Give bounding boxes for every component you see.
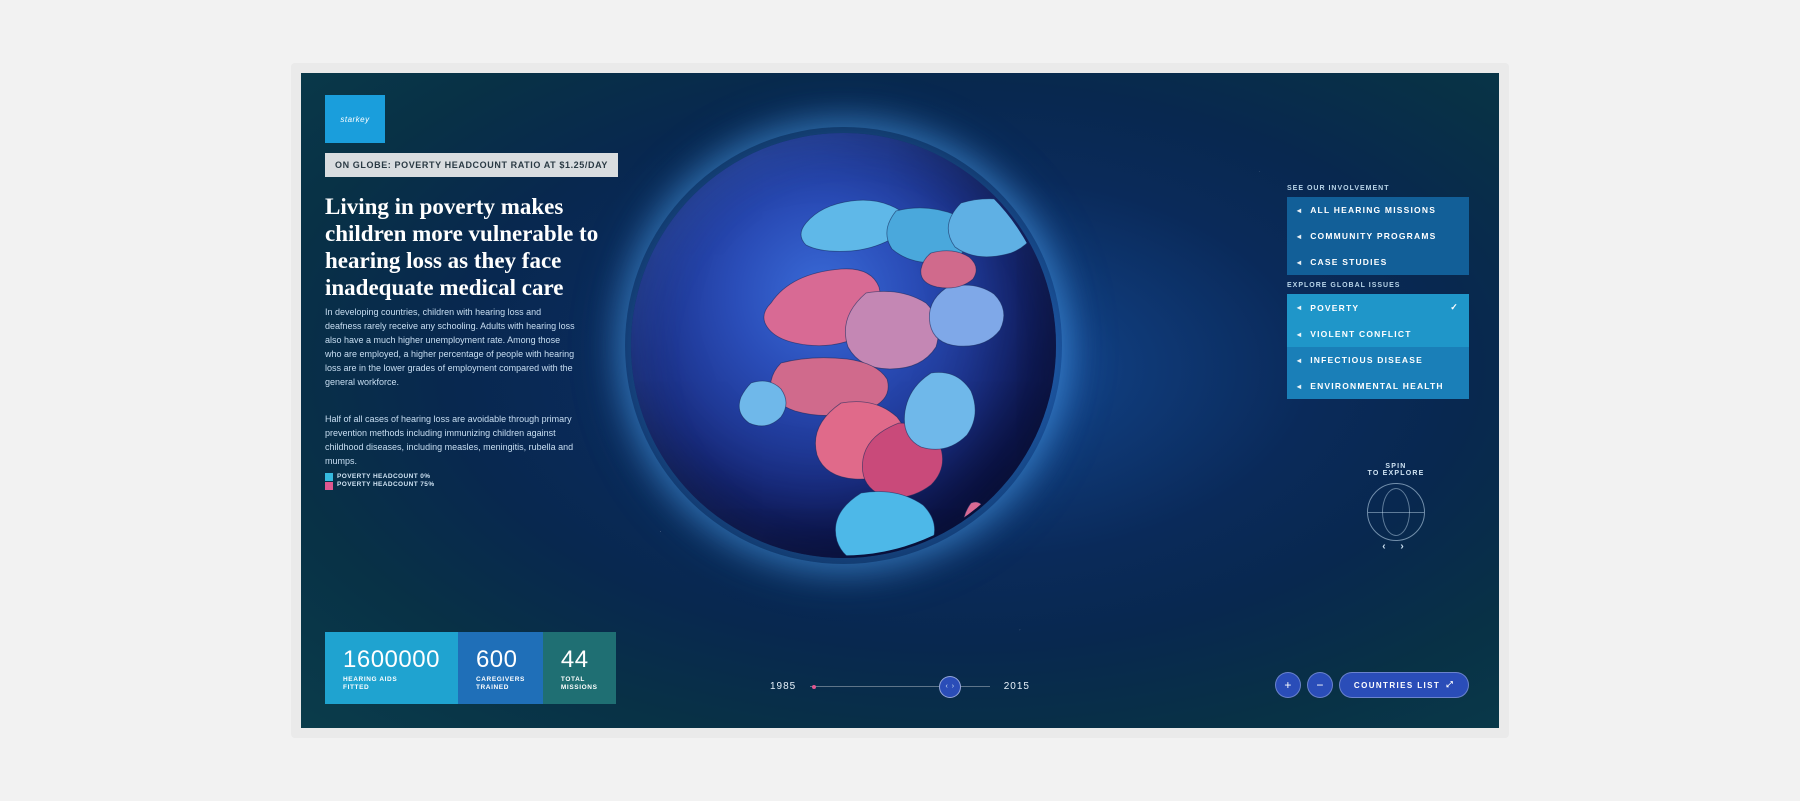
nav-button-label: ALL HEARING MISSIONS: [1310, 205, 1436, 215]
zoom-out-button[interactable]: −: [1307, 672, 1333, 698]
globe-region-madagascar[interactable]: [963, 502, 986, 546]
stat-label: TOTAL MISSIONS: [561, 676, 598, 692]
globe-region-east-africa[interactable]: [904, 372, 975, 449]
legend-label-high: POVERTY HEADCOUNT 75%: [337, 481, 435, 489]
nav-button-label: VIOLENT CONFLICT: [1310, 329, 1411, 339]
brand-logo[interactable]: starkey: [325, 95, 385, 143]
globe-legend: POVERTY HEADCOUNT 0% POVERTY HEADCOUNT 7…: [325, 473, 435, 490]
caret-left-icon: ◂: [1297, 382, 1302, 391]
globe-metric-chip: ON GLOBE: POVERTY HEADCOUNT RATIO AT $1.…: [325, 153, 618, 177]
globe-region-russia-west[interactable]: [948, 199, 1041, 257]
caret-left-icon: ◂: [1297, 258, 1302, 267]
globe-region-north-africa2[interactable]: [845, 291, 938, 369]
caret-left-icon: ◂: [1297, 232, 1302, 241]
timeline-end-year: 2015: [1004, 681, 1030, 692]
nav-involvement-community-programs[interactable]: ◂ COMMUNITY PROGRAMS: [1287, 223, 1469, 249]
legend-row-high: POVERTY HEADCOUNT 75%: [325, 481, 435, 489]
nav-button-label: CASE STUDIES: [1310, 257, 1387, 267]
countries-list-button[interactable]: COUNTRIES LIST ⤢: [1339, 672, 1469, 698]
nav-involvement-all-hearing-missions[interactable]: ◂ ALL HEARING MISSIONS: [1287, 197, 1469, 223]
nav-issue-violent-conflict[interactable]: ◂ VIOLENT CONFLICT: [1287, 321, 1469, 347]
stat-card-2: 600 CAREGIVERS TRAINED: [458, 632, 543, 704]
legend-row-low: POVERTY HEADCOUNT 0%: [325, 473, 435, 481]
nav-issue-environmental-health[interactable]: ◂ ENVIRONMENTAL HEALTH: [1287, 373, 1469, 399]
legend-swatch-high: [325, 482, 333, 490]
body-paragraph-2: Half of all cases of hearing loss are av…: [325, 413, 575, 469]
caret-left-icon: ◂: [1297, 330, 1302, 339]
right-nav-panel: SEE OUR INVOLVEMENT ◂ ALL HEARING MISSION…: [1287, 181, 1469, 399]
spin-label-1: SPIN: [1351, 463, 1441, 470]
legend-label-low: POVERTY HEADCOUNT 0%: [337, 473, 430, 481]
globe-region-south-africa[interactable]: [835, 492, 934, 559]
globe-region-west-afr-coast[interactable]: [739, 381, 786, 426]
brand-logo-text: starkey: [340, 115, 369, 124]
stat-card-3: 44 TOTAL MISSIONS: [543, 632, 616, 704]
legend-swatch-low: [325, 473, 333, 481]
stat-value: 44: [561, 646, 598, 674]
stat-value: 1600000: [343, 646, 440, 674]
globe-countries-svg: [631, 133, 1056, 558]
timeline-handle[interactable]: ‹ ›: [939, 676, 961, 698]
nav-involvement-case-studies[interactable]: ◂ CASE STUDIES: [1287, 249, 1469, 275]
headline: Living in poverty makes children more vu…: [325, 193, 615, 302]
stats-row: 1600000 HEARING AIDS FITTED 600 CAREGIVERS …: [325, 632, 616, 704]
stat-label: HEARING AIDS FITTED: [343, 676, 440, 692]
spin-arrows-icon: ‹ ›: [1382, 541, 1409, 552]
year-timeline[interactable]: 1985 ‹ › 2015: [770, 681, 1030, 692]
globe-region-middle-east[interactable]: [929, 285, 1004, 346]
spin-label-2: TO EXPLORE: [1351, 470, 1441, 477]
globe-region-turkey[interactable]: [921, 251, 976, 288]
timeline-track[interactable]: ‹ ›: [810, 686, 990, 687]
timeline-start-dot: [812, 685, 816, 689]
spin-to-explore: SPIN TO EXPLORE ‹ ›: [1351, 463, 1441, 541]
body-paragraph-1: In developing countries, children with h…: [325, 306, 575, 390]
nav-section-issues-label: EXPLORE GLOBAL ISSUES: [1287, 282, 1469, 289]
stat-value: 600: [476, 646, 525, 674]
chip-label: POVERTY HEADCOUNT RATIO AT $1.25/DAY: [395, 160, 608, 170]
nav-issue-poverty[interactable]: ◂ POVERTY ✓: [1287, 294, 1469, 321]
globe[interactable]: [631, 133, 1056, 558]
nav-button-label: COMMUNITY PROGRAMS: [1310, 231, 1436, 241]
app-screen: starkey ON GLOBE: POVERTY HEADCOUNT RATI…: [301, 73, 1499, 728]
caret-left-icon: ◂: [1297, 356, 1302, 365]
expand-icon: ⤢: [1446, 680, 1454, 690]
nav-button-label: POVERTY: [1310, 303, 1359, 313]
nav-button-label: ENVIRONMENTAL HEALTH: [1310, 381, 1444, 391]
caret-left-icon: ◂: [1297, 206, 1302, 215]
device-frame: starkey ON GLOBE: POVERTY HEADCOUNT RATI…: [291, 63, 1509, 738]
timeline-start-year: 1985: [770, 681, 796, 692]
nav-issue-infectious-disease[interactable]: ◂ INFECTIOUS DISEASE: [1287, 347, 1469, 373]
zoom-in-button[interactable]: +: [1275, 672, 1301, 698]
check-icon: ✓: [1450, 302, 1459, 313]
stat-label: CAREGIVERS TRAINED: [476, 676, 525, 692]
nav-section-involvement-label: SEE OUR INVOLVEMENT: [1287, 185, 1469, 192]
mini-globe-icon: ‹ ›: [1367, 483, 1425, 541]
stat-card-1: 1600000 HEARING AIDS FITTED: [325, 632, 458, 704]
countries-list-label: COUNTRIES LIST: [1354, 681, 1440, 690]
chip-prefix: ON GLOBE:: [335, 160, 395, 170]
nav-button-label: INFECTIOUS DISEASE: [1310, 355, 1423, 365]
bottom-right-controls: + − COUNTRIES LIST ⤢: [1275, 672, 1469, 698]
caret-left-icon: ◂: [1297, 303, 1302, 312]
